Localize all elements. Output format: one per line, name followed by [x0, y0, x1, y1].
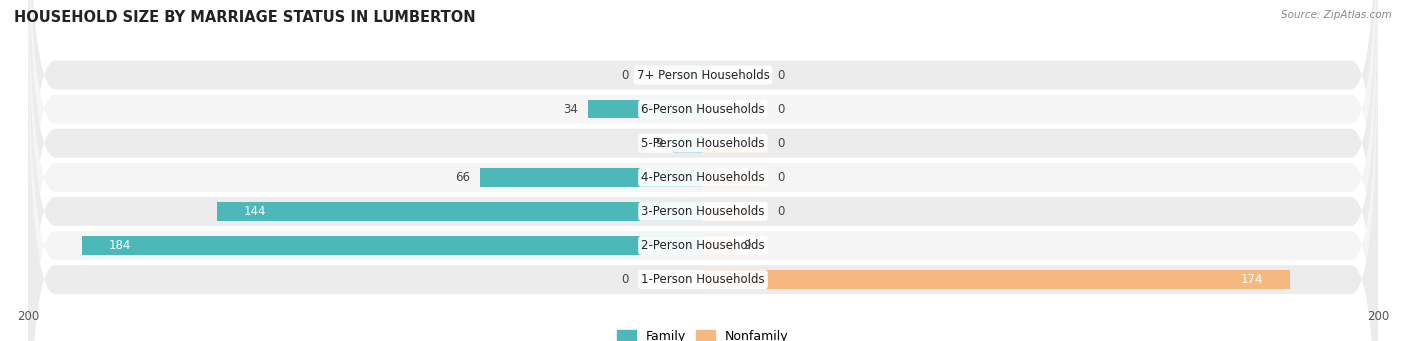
FancyBboxPatch shape — [28, 0, 1378, 341]
Text: 66: 66 — [456, 171, 470, 184]
Bar — [481, 168, 703, 187]
FancyBboxPatch shape — [28, 0, 1378, 341]
Bar — [82, 236, 703, 255]
Text: 0: 0 — [778, 69, 785, 81]
Bar — [643, 66, 703, 85]
Bar — [703, 202, 763, 221]
Bar — [703, 66, 763, 85]
Text: 174: 174 — [1240, 273, 1263, 286]
FancyBboxPatch shape — [28, 0, 1378, 333]
Text: 0: 0 — [778, 103, 785, 116]
Bar — [703, 236, 734, 255]
Bar — [672, 134, 703, 153]
Bar — [703, 270, 1291, 289]
Text: 184: 184 — [110, 239, 132, 252]
Legend: Family, Nonfamily: Family, Nonfamily — [612, 325, 794, 341]
Bar — [217, 202, 703, 221]
Bar — [588, 100, 703, 119]
Text: 0: 0 — [778, 205, 785, 218]
Text: HOUSEHOLD SIZE BY MARRIAGE STATUS IN LUMBERTON: HOUSEHOLD SIZE BY MARRIAGE STATUS IN LUM… — [14, 10, 475, 25]
Text: 3-Person Households: 3-Person Households — [641, 205, 765, 218]
Text: 4-Person Households: 4-Person Households — [641, 171, 765, 184]
FancyBboxPatch shape — [28, 0, 1378, 341]
Bar — [703, 100, 763, 119]
Text: 2-Person Households: 2-Person Households — [641, 239, 765, 252]
FancyBboxPatch shape — [28, 0, 1378, 341]
Text: 1-Person Households: 1-Person Households — [641, 273, 765, 286]
Text: 34: 34 — [564, 103, 578, 116]
Text: 0: 0 — [621, 273, 628, 286]
Text: Source: ZipAtlas.com: Source: ZipAtlas.com — [1281, 10, 1392, 20]
FancyBboxPatch shape — [28, 21, 1378, 341]
FancyBboxPatch shape — [28, 0, 1378, 341]
Bar — [703, 168, 763, 187]
Text: 0: 0 — [778, 137, 785, 150]
Text: 5-Person Households: 5-Person Households — [641, 137, 765, 150]
Text: 0: 0 — [621, 69, 628, 81]
Text: 144: 144 — [245, 205, 267, 218]
Bar — [703, 134, 763, 153]
Text: 9: 9 — [744, 239, 751, 252]
Text: 7+ Person Households: 7+ Person Households — [637, 69, 769, 81]
Text: 0: 0 — [778, 171, 785, 184]
Text: 9: 9 — [655, 137, 662, 150]
Text: 6-Person Households: 6-Person Households — [641, 103, 765, 116]
